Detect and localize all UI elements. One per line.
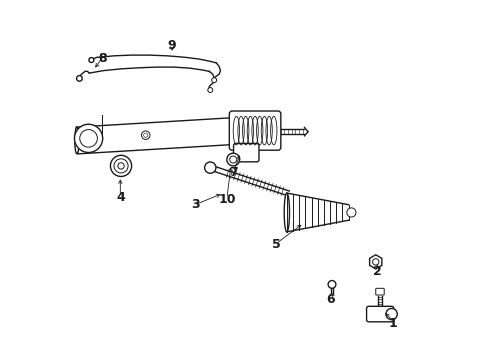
Text: 3: 3 bbox=[190, 198, 199, 211]
FancyBboxPatch shape bbox=[366, 306, 393, 322]
Circle shape bbox=[207, 87, 212, 93]
Polygon shape bbox=[369, 255, 381, 269]
Circle shape bbox=[372, 259, 378, 265]
Circle shape bbox=[141, 131, 150, 139]
Circle shape bbox=[74, 124, 102, 153]
Circle shape bbox=[80, 130, 97, 147]
Circle shape bbox=[89, 58, 94, 63]
Circle shape bbox=[114, 159, 128, 173]
Circle shape bbox=[118, 163, 124, 169]
Circle shape bbox=[77, 76, 82, 81]
Text: 8: 8 bbox=[98, 52, 107, 65]
Circle shape bbox=[211, 78, 216, 83]
FancyBboxPatch shape bbox=[233, 144, 259, 162]
Circle shape bbox=[143, 133, 147, 137]
Text: 4: 4 bbox=[116, 191, 124, 204]
Circle shape bbox=[346, 208, 355, 217]
Text: 6: 6 bbox=[326, 293, 335, 306]
Ellipse shape bbox=[284, 193, 289, 232]
Text: 10: 10 bbox=[218, 193, 235, 206]
Circle shape bbox=[226, 153, 239, 166]
FancyBboxPatch shape bbox=[375, 288, 384, 295]
Text: 7: 7 bbox=[228, 166, 237, 179]
Circle shape bbox=[327, 280, 335, 288]
Text: 9: 9 bbox=[167, 40, 176, 53]
Circle shape bbox=[385, 309, 396, 320]
FancyBboxPatch shape bbox=[229, 111, 280, 150]
Circle shape bbox=[229, 156, 236, 163]
Circle shape bbox=[110, 155, 131, 176]
Text: 1: 1 bbox=[387, 318, 396, 330]
Ellipse shape bbox=[75, 127, 79, 154]
Text: 2: 2 bbox=[373, 265, 382, 278]
Circle shape bbox=[204, 162, 216, 173]
Text: 5: 5 bbox=[271, 238, 280, 251]
Polygon shape bbox=[76, 116, 271, 154]
